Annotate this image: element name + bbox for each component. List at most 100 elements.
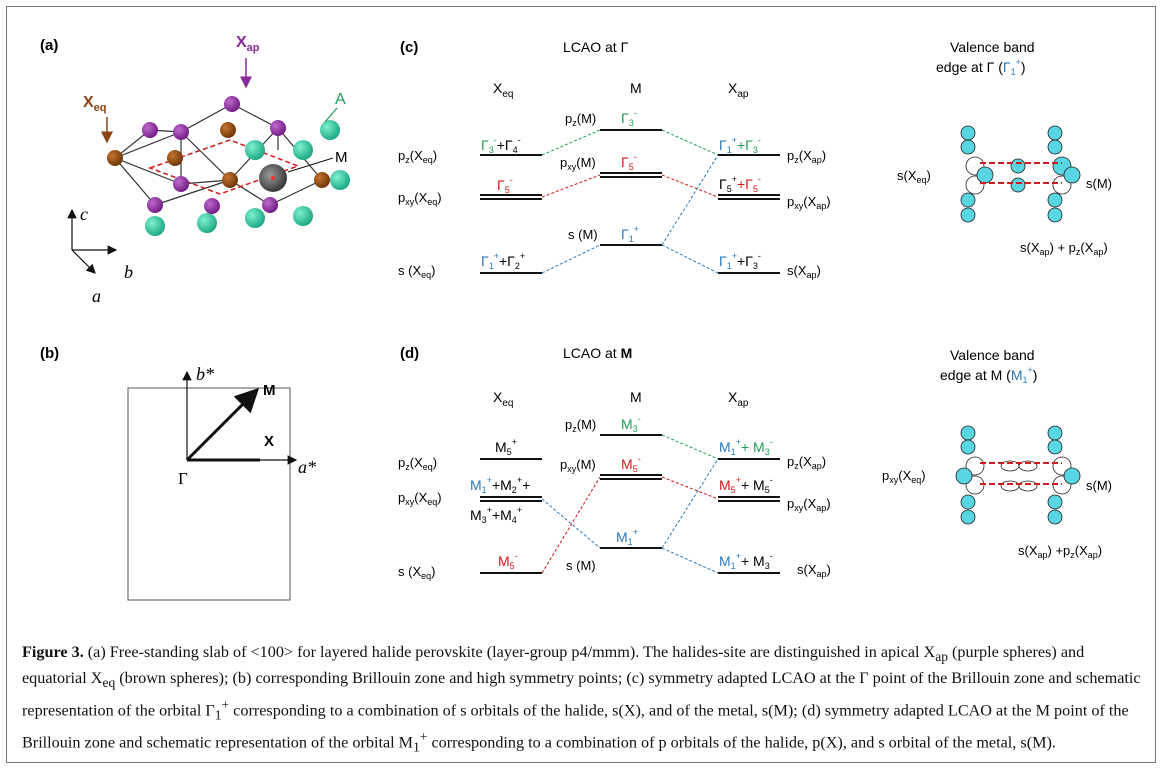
a-site-label: A <box>335 91 346 108</box>
left-pxy-label: pxy(Xeq) <box>398 190 442 207</box>
figure-caption: Figure 3. (a) Free-standing slab of <100… <box>22 642 1147 758</box>
mid-s-label-m: s (M) <box>566 558 596 573</box>
col-xeq-header: Xeq <box>493 80 513 100</box>
connector-s-ap-gamma <box>661 244 719 274</box>
left-pxy-symmetry-m-1: M1++M2++ <box>470 475 530 495</box>
right-pz-symmetry: Γ1++Γ3- <box>719 135 761 155</box>
figure-frame <box>6 6 1156 763</box>
right-pxy-label-m: pxy(Xap) <box>787 496 831 513</box>
axis-a-arrow <box>71 249 96 274</box>
connector-pz-gamma <box>541 129 601 156</box>
connector-s-pz-ap-m <box>661 458 719 549</box>
gamma-m-vector <box>185 387 260 462</box>
left-s-symmetry: Γ1++Γ2+ <box>481 251 525 271</box>
left-pxy-label-m: pxy(Xeq) <box>398 490 442 507</box>
metal-center-mark <box>271 176 275 180</box>
connector-s-ap-pz-gamma <box>661 154 719 246</box>
connector-pz-m <box>661 434 719 460</box>
panel-b-label: (b) <box>40 345 59 362</box>
caption-sub-m: 1 <box>413 739 420 755</box>
col-m-header: M <box>630 80 642 96</box>
col-m-header-m: M <box>630 389 642 405</box>
axis-b-label: b <box>124 262 133 282</box>
brillouin-zone <box>127 387 291 601</box>
right-pz-symmetry-m: M1++ M3- <box>719 437 773 457</box>
orb-gamma-left-label: s(Xeq) <box>897 168 931 185</box>
energy-levels-m <box>480 434 780 574</box>
orb-m-right-label: s(M) <box>1086 478 1112 493</box>
caption-text-1: (a) Free-standing slab of <100> for laye… <box>83 643 936 661</box>
mid-s-symmetry: Γ1+ <box>621 224 639 244</box>
connector-s-pxy-m <box>541 476 601 574</box>
a-site-pointer <box>324 107 338 123</box>
left-pz-symmetry-m: M5+ <box>495 437 517 457</box>
panel-c: (c) LCAO at Γ Xeq M Xap pz(Xeq) pxy(Xeq)… <box>398 39 1112 280</box>
right-s-label: s(Xap) <box>787 263 821 280</box>
mid-pz-label-m: pz(M) <box>565 417 596 434</box>
connector-s-ap-m <box>661 547 719 574</box>
left-s-label: s (Xeq) <box>398 263 435 280</box>
right-pxy-symmetry: Γ5++Γ5- <box>719 174 761 194</box>
b-star-label: b* <box>196 364 214 384</box>
mid-pxy-label: pxy(M) <box>560 155 596 172</box>
orbital-schematic-m <box>955 425 1081 525</box>
m-point-label: M <box>263 382 276 399</box>
left-pxy-symmetry-m-2: M3++M4+ <box>470 505 522 525</box>
mid-pz-label: pz(M) <box>565 111 596 128</box>
panel-c-label: (c) <box>400 39 418 56</box>
x-point-label: X <box>264 433 274 450</box>
mid-s-label: s (M) <box>568 227 598 242</box>
left-s-label-m: s (Xeq) <box>398 564 435 581</box>
figure-graphic: (a) <box>40 34 1112 601</box>
left-pz-label: pz(Xeq) <box>398 148 437 165</box>
col-xeq-header-m: Xeq <box>493 389 513 409</box>
right-pz-label-m: pz(Xap) <box>787 454 826 471</box>
orb-gamma-bottom-label: s(Xap) + pz(Xap) <box>1020 240 1108 257</box>
axis-a-label: a <box>92 286 101 306</box>
axis-c-label: c <box>80 204 88 224</box>
x-eq-label: Xeq <box>83 94 107 114</box>
caption-text-3: (brown spheres); (b) corresponding Brill… <box>22 668 1141 720</box>
panel-d-title: LCAO at M <box>563 345 632 361</box>
a-site-spheres <box>145 120 350 236</box>
unit-cell-outline <box>147 139 301 195</box>
energy-levels-gamma <box>480 129 780 274</box>
caption-sub-gamma: 1 <box>214 707 222 723</box>
connector-pz-ap-gamma <box>661 129 719 156</box>
panel-d-label: (d) <box>400 345 419 362</box>
mid-s-symmetry-m: M1+ <box>616 527 638 547</box>
caption-sup-m: + <box>419 728 428 744</box>
orbital-schematic-gamma <box>960 125 1081 223</box>
a-star-label: a* <box>298 457 316 477</box>
panel-b: (b) b* a* M X Γ <box>40 345 316 601</box>
left-pz-label-m: pz(Xeq) <box>398 455 437 472</box>
panel-a: (a) <box>40 34 350 306</box>
panel-d: (d) LCAO at M Xeq M Xap pz(Xeq) pxy(Xeq)… <box>398 345 1112 581</box>
connector-pxy-gamma <box>541 174 601 198</box>
mid-pxy-symmetry: Γ5- <box>621 152 637 172</box>
connector-pxy-ap-gamma <box>661 174 719 198</box>
caption-label: Figure 3. <box>22 643 84 661</box>
orb-m-bottom-label: s(Xap) +pz(Xap) <box>1018 543 1102 560</box>
right-s-symmetry-m: M1++ M3- <box>719 551 773 571</box>
left-pxy-symmetry: Γ5- <box>497 175 513 195</box>
connector-pxy-m <box>661 476 719 500</box>
vb-m-title-2: edge at M (M1+) <box>940 365 1037 385</box>
caption-sup-gamma: + <box>221 696 230 712</box>
caption-text-2: (purple spheres) and equatorial X <box>22 643 1085 687</box>
lattice-bonds <box>114 103 323 206</box>
left-pz-symmetry: Γ3-+Γ4- <box>481 135 521 155</box>
panel-a-label: (a) <box>40 37 58 54</box>
apical-halide-spheres <box>142 96 286 214</box>
connector-pxy-s-m <box>541 498 601 549</box>
mid-pxy-symmetry-m: M5- <box>621 454 641 474</box>
right-s-symmetry: Γ1++Γ3- <box>719 251 761 271</box>
right-pz-label: pz(Xap) <box>787 148 826 165</box>
m-site-pointer <box>287 157 334 173</box>
vb-gamma-title-2: edge at Γ (Γ1+) <box>936 57 1026 77</box>
left-s-symmetry-m: M5- <box>498 551 518 571</box>
right-pxy-symmetry-m: M5++ M5- <box>719 475 773 495</box>
right-pxy-label: pxy(Xap) <box>787 194 831 211</box>
panel-c-title: LCAO at Γ <box>563 39 629 55</box>
equatorial-halide-spheres <box>107 122 330 188</box>
